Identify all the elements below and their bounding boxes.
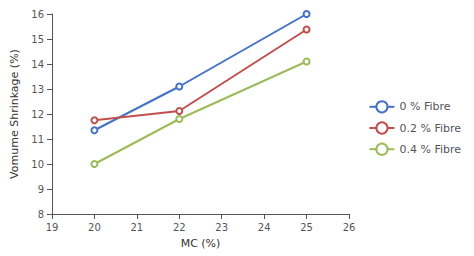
svg-text:23: 23 xyxy=(215,222,228,233)
svg-text:21: 21 xyxy=(130,222,143,233)
svg-text:15: 15 xyxy=(31,34,44,45)
svg-text:13: 13 xyxy=(31,84,44,95)
svg-text:10: 10 xyxy=(31,159,44,170)
svg-text:Vomume Shrinkage (%): Vomume Shrinkage (%) xyxy=(8,49,21,179)
svg-text:22: 22 xyxy=(173,222,186,233)
svg-text:0 % Fibre: 0 % Fibre xyxy=(399,100,450,113)
svg-text:0.4 % Fibre: 0.4 % Fibre xyxy=(399,143,461,156)
svg-text:20: 20 xyxy=(88,222,101,233)
svg-text:0.2 % Fibre: 0.2 % Fibre xyxy=(399,122,461,135)
svg-text:11: 11 xyxy=(31,134,44,145)
svg-text:12: 12 xyxy=(31,109,44,120)
svg-text:25: 25 xyxy=(300,222,313,233)
svg-text:14: 14 xyxy=(31,59,44,70)
svg-text:26: 26 xyxy=(343,222,356,233)
svg-text:8: 8 xyxy=(38,209,44,220)
svg-text:16: 16 xyxy=(31,9,44,20)
svg-text:9: 9 xyxy=(38,184,44,195)
svg-text:24: 24 xyxy=(258,222,271,233)
svg-text:19: 19 xyxy=(46,222,59,233)
svg-text:MC (%): MC (%) xyxy=(181,237,221,250)
